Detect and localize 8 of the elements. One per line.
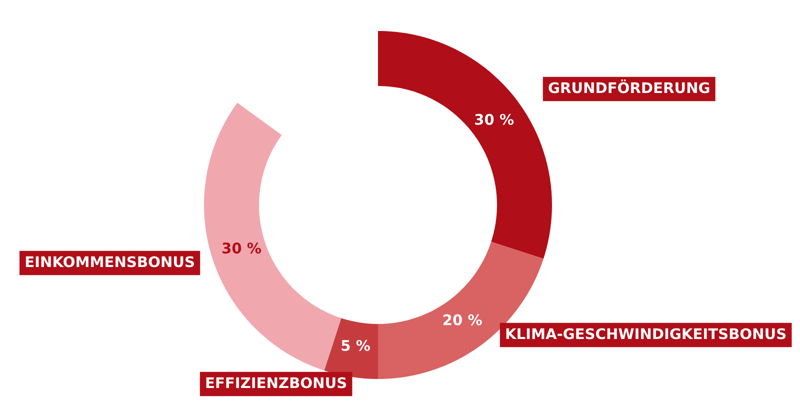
slice-label: KLIMA-GESCHWINDIGKEITSBONUS bbox=[506, 328, 786, 340]
slice-label: EINKOMMENSBONUS bbox=[26, 256, 194, 268]
slice-label: GRUNDFÖRDERUNG bbox=[548, 80, 710, 94]
data-label: 30 % bbox=[222, 242, 262, 254]
slice-label: EFFIZIENZBONUS bbox=[206, 377, 346, 388]
data-label: 20 % bbox=[444, 314, 482, 326]
data-label: 30 % bbox=[475, 114, 514, 125]
data-label: 5 % bbox=[342, 340, 370, 351]
